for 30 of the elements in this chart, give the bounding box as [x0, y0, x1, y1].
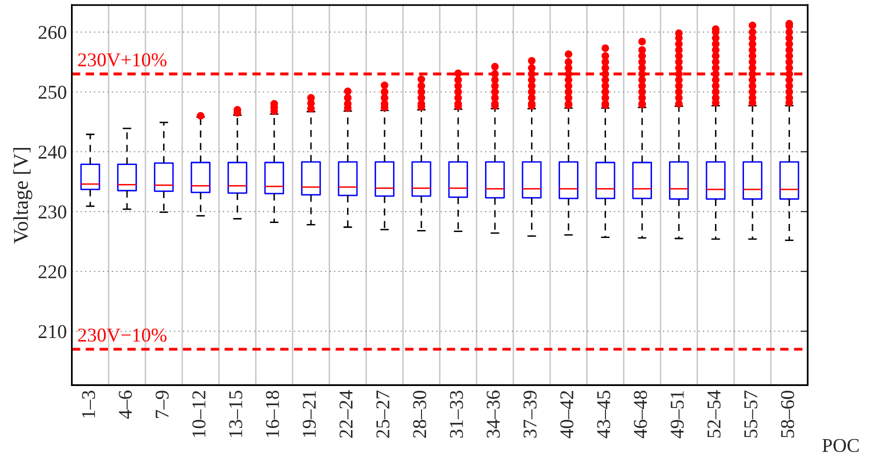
y-tick-label: 210 [38, 325, 66, 338]
y-tick-label: 250 [38, 86, 66, 99]
x-tick-label: 58–60 [781, 390, 794, 438]
x-tick-label: 34–36 [486, 390, 500, 438]
x-tick-label: 28–30 [413, 390, 426, 438]
x-tick-label: 10–12 [192, 391, 206, 437]
x-tick-label: 31–33 [450, 390, 464, 438]
x-tick-label: 1–3 [82, 390, 96, 418]
ref-line-label: 230V−10% [78, 328, 167, 342]
x-tick-label: 13–15 [229, 390, 242, 437]
ref-line-label: 230V+10% [78, 53, 167, 66]
x-tick-label: 55–57 [744, 390, 758, 438]
y-tick-label: 230 [38, 205, 66, 219]
x-tick-label: 40–42 [560, 391, 574, 438]
x-tick-label: 4–6 [118, 390, 132, 419]
x-tick-label: 49–51 [670, 391, 684, 438]
x-axis-title: POC [822, 438, 859, 452]
x-tick-label: 37–39 [524, 390, 537, 438]
x-tick-label: 46–48 [634, 390, 647, 438]
y-axis-title: Voltage [V] [13, 148, 32, 244]
x-tick-label: 22–24 [340, 390, 352, 438]
x-tick-label: 52–54 [707, 390, 721, 438]
x-tick-label: 7–9 [156, 390, 169, 418]
x-tick-label: 19–21 [302, 391, 316, 437]
y-tick-label: 240 [38, 146, 66, 159]
x-tick-label: 43–45 [597, 390, 610, 438]
x-tick-label: 16–18 [266, 390, 280, 437]
y-tick-label: 220 [38, 265, 66, 278]
x-tick-label: 25–27 [376, 390, 390, 438]
y-tick-label: 260 [38, 26, 66, 39]
